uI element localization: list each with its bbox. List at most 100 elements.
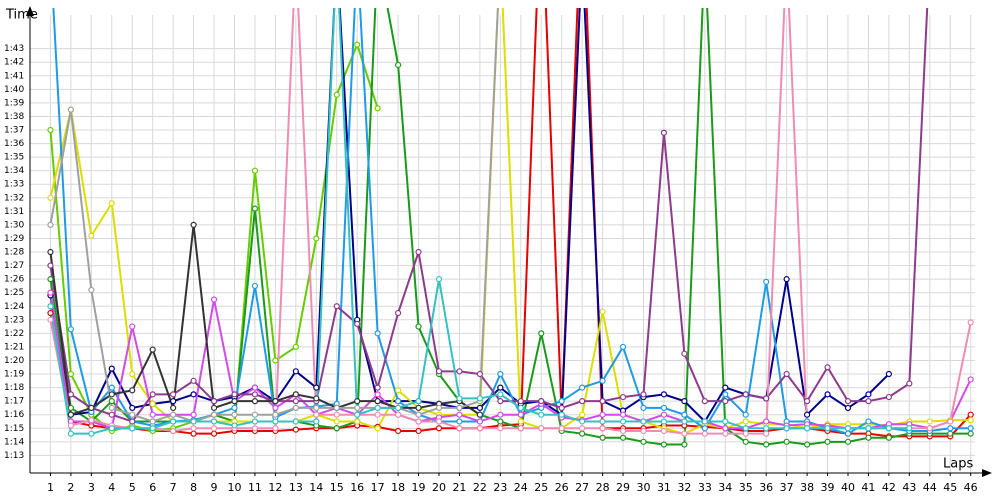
series-line	[49, 8, 971, 446]
y-tick-label: 1:23	[4, 315, 24, 325]
series-line	[49, 8, 929, 423]
data-point	[333, 303, 340, 310]
data-point	[681, 430, 688, 437]
data-point	[292, 418, 299, 425]
data-point	[313, 235, 320, 242]
data-point	[619, 393, 627, 401]
data-point	[456, 411, 463, 418]
data-point	[681, 350, 688, 357]
data-point	[210, 418, 218, 425]
data-point	[415, 323, 422, 330]
data-point	[456, 418, 463, 425]
x-tick-label: 28	[596, 481, 610, 494]
data-point	[803, 425, 811, 432]
data-point	[415, 411, 422, 418]
data-point	[47, 276, 54, 283]
data-point	[354, 404, 361, 412]
data-point	[170, 411, 177, 418]
x-tick-label: 20	[432, 481, 446, 494]
x-tick-label: 41	[861, 481, 875, 494]
data-point	[906, 425, 913, 432]
data-point	[803, 411, 811, 418]
data-point	[170, 391, 177, 398]
x-tick-label: 1	[47, 481, 54, 494]
y-tick-label: 1:21	[4, 342, 24, 352]
data-point	[88, 404, 95, 412]
data-point	[885, 425, 892, 432]
data-point	[538, 425, 545, 432]
data-point	[619, 343, 627, 351]
data-point	[844, 398, 852, 405]
x-tick-label: 27	[575, 481, 589, 494]
data-point	[67, 106, 74, 113]
data-point	[67, 404, 74, 412]
data-point	[476, 404, 483, 412]
data-point	[88, 232, 95, 239]
y-tick-label: 1:28	[4, 248, 24, 258]
x-tick-label: 29	[616, 481, 630, 494]
data-point	[67, 370, 74, 378]
data-point	[190, 418, 197, 425]
x-axis-label: Laps	[943, 457, 973, 472]
y-tick-label: 1:40	[4, 85, 24, 95]
data-point	[88, 286, 95, 294]
data-point	[251, 167, 259, 174]
series-line	[49, 8, 971, 435]
data-point	[640, 391, 647, 398]
data-point	[354, 398, 361, 405]
x-tick-label: 24	[514, 481, 528, 494]
x-tick-label: 18	[391, 481, 405, 494]
data-point	[783, 370, 790, 378]
data-point	[579, 384, 586, 391]
data-point	[967, 425, 974, 432]
data-point	[722, 391, 729, 398]
data-point	[619, 427, 627, 435]
data-point	[456, 425, 463, 432]
data-point	[374, 425, 381, 432]
data-point	[476, 418, 483, 425]
series-line	[49, 8, 972, 438]
data-point	[190, 411, 197, 418]
y-tick-label: 1:18	[4, 383, 24, 393]
data-point	[701, 398, 708, 405]
data-point	[67, 430, 74, 437]
data-point	[313, 418, 320, 425]
data-point	[844, 425, 852, 432]
data-point	[251, 398, 259, 405]
x-tick-label: 36	[759, 481, 773, 494]
x-tick-label: 13	[289, 481, 303, 494]
data-point	[67, 411, 74, 418]
data-point	[415, 427, 422, 435]
data-point	[272, 418, 279, 425]
data-point	[558, 411, 565, 418]
data-point	[885, 434, 892, 441]
data-point	[783, 425, 790, 432]
data-point	[497, 391, 504, 398]
data-point	[251, 425, 259, 432]
data-point	[210, 296, 218, 303]
x-tick-label: 35	[739, 481, 753, 494]
data-point	[129, 404, 136, 412]
data-point	[129, 411, 136, 418]
data-point	[129, 323, 136, 330]
data-point	[599, 434, 606, 441]
data-point	[333, 404, 340, 412]
x-tick-label: 6	[149, 481, 156, 494]
y-tick-label: 1:34	[4, 166, 24, 176]
data-point	[497, 384, 504, 391]
y-tick-label: 1:20	[4, 356, 24, 366]
data-point	[926, 425, 933, 432]
data-point	[763, 425, 770, 432]
data-point	[640, 438, 647, 445]
series-line	[52, 8, 971, 435]
data-point	[190, 377, 197, 384]
data-point	[538, 398, 545, 405]
data-point	[333, 418, 340, 425]
data-point	[272, 398, 279, 405]
data-point	[313, 395, 320, 402]
data-point	[476, 370, 483, 378]
data-point	[558, 425, 565, 432]
data-point	[108, 365, 115, 372]
data-point	[190, 425, 197, 432]
data-point	[865, 425, 872, 432]
